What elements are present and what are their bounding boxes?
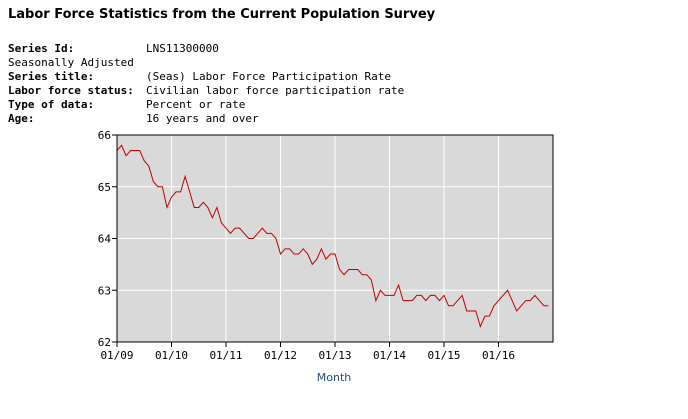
labor-force-status-label: Labor force status: [8, 84, 134, 97]
x-axis-title: Month [317, 371, 352, 384]
type-of-data-value: Percent or rate [146, 98, 246, 111]
x-tick-label: 01/11 [209, 349, 242, 362]
series-title-label: Series title: [8, 70, 95, 83]
series-title-value: (Seas) Labor Force Participation Rate [146, 70, 392, 83]
series-line [116, 144, 549, 328]
x-tick-label: 01/09 [100, 349, 133, 362]
y-tick-label: 62 [98, 336, 111, 349]
age-label: Age: [8, 112, 35, 125]
labor-force-status-value: Civilian labor force participation rate [146, 84, 405, 97]
axis-ticks: 62 63 64 65 66 01/09 01/10 01/11 01/12 01/13 01/14… [98, 129, 515, 362]
age-row: Age: 16 years and over [8, 112, 404, 126]
series-id-row: Series Id: LNS11300000 [8, 42, 404, 56]
adjustment-label: Seasonally Adjusted [8, 56, 134, 69]
y-tick-label: 65 [98, 181, 111, 194]
adjustment-row: Seasonally Adjusted [8, 56, 404, 70]
y-tick-label: 64 [98, 233, 112, 246]
labor-force-status-row: Labor force status: Civilian labor force… [8, 84, 404, 98]
series-id-value: LNS11300000 [146, 42, 219, 55]
age-value: 16 years and over [146, 112, 259, 125]
series-metadata: Series Id: LNS11300000 Seasonally Adjust… [8, 42, 404, 126]
series-id-label: Series Id: [8, 42, 75, 55]
x-tick-label: 01/10 [155, 349, 188, 362]
x-tick-label: 01/13 [318, 349, 351, 362]
x-tick-label: 01/15 [427, 349, 460, 362]
type-of-data-label: Type of data: [8, 98, 95, 111]
y-tick-label: 63 [98, 284, 111, 297]
x-tick-label: 01/16 [482, 349, 515, 362]
grid-lines [117, 135, 553, 342]
y-tick-label: 66 [98, 129, 111, 142]
plot-frame [116, 134, 554, 343]
type-of-data-row: Type of data: Percent or rate [8, 98, 404, 112]
x-tick-label: 01/12 [264, 349, 297, 362]
series-title-row: Series title: (Seas) Labor Force Partici… [8, 70, 404, 84]
x-tick-label: 01/14 [373, 349, 406, 362]
page-title: Labor Force Statistics from the Current … [8, 7, 436, 22]
